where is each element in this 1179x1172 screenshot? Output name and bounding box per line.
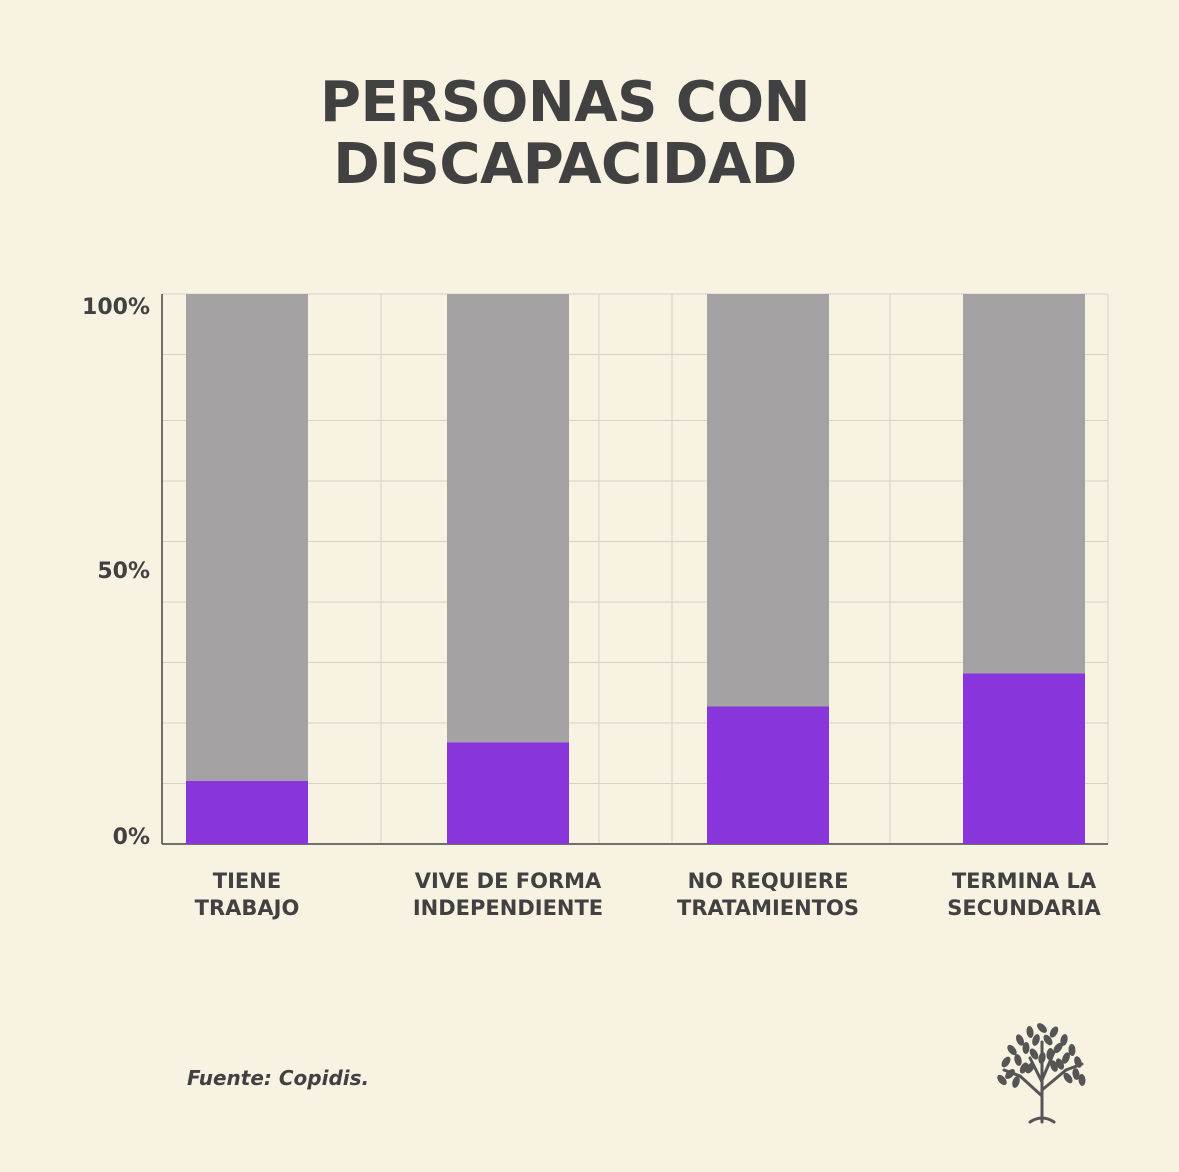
leaf-shape [1038, 1052, 1046, 1064]
bar-highlight-segment [186, 780, 308, 844]
x-tick-label: TIENE [213, 869, 281, 893]
source-note: Fuente: Copidis. [187, 1066, 370, 1090]
chart-title-line-1: PERSONAS CON [320, 70, 810, 135]
y-tick-label: 50% [97, 559, 150, 584]
leaf-shape [1053, 1042, 1063, 1054]
leaf-shape [1046, 1048, 1054, 1060]
bar-highlight-segment [963, 673, 1085, 844]
leaf-shape [1050, 1060, 1058, 1072]
bar-highlight-segment [707, 706, 829, 844]
leaf-shape [1005, 1069, 1015, 1079]
leaf-shape [997, 1074, 1007, 1086]
leaf-shape [1001, 1056, 1011, 1068]
leaf-shape [1007, 1044, 1017, 1056]
x-tick-label: TERMINA LA [952, 869, 1097, 893]
leaf-shape [1072, 1068, 1080, 1080]
tree-icon [990, 1018, 1094, 1129]
leaf-shape [1014, 1054, 1022, 1066]
bar-highlight-segment [447, 742, 569, 844]
bar-remainder-segment [963, 294, 1085, 674]
leaf-shape [1068, 1044, 1076, 1056]
y-tick-label: 0% [113, 825, 150, 850]
leaf-shape [1060, 1034, 1068, 1046]
bar-remainder-segment [707, 294, 829, 707]
chart-title: PERSONAS CON DISCAPACIDAD [0, 72, 1130, 196]
x-tick-label: TRATAMIENTOS [677, 896, 859, 920]
bar-remainder-segment [447, 294, 569, 743]
leaf-shape [1062, 1052, 1070, 1064]
x-tick-label: VIVE DE FORMA [415, 869, 602, 893]
leaf-shape [1055, 1058, 1065, 1070]
bar-remainder-segment [186, 294, 308, 781]
x-tick-label: INDEPENDIENTE [413, 896, 603, 920]
leaf-shape [1063, 1072, 1073, 1084]
leaf-shape [1037, 1023, 1047, 1033]
x-tick-label: SECUNDARIA [947, 896, 1101, 920]
bar-chart: 0% 50% 100% TIENE TRABAJO VIVE DE FORMA INDEPE… [82, 293, 1109, 920]
chart-title-line-2: DISCAPACIDAD [333, 132, 797, 197]
leaf-shape [1025, 1062, 1035, 1074]
leaf-shape [1032, 1034, 1040, 1046]
leaf-shape [1029, 1048, 1039, 1060]
y-tick-label: 100% [82, 295, 150, 320]
x-tick-label: NO REQUIERE [688, 869, 849, 893]
x-tick-label: TRABAJO [195, 896, 300, 920]
leaf-shape [1043, 1034, 1053, 1046]
leaf-shape [1012, 1076, 1020, 1088]
leaf-shape [1015, 1034, 1025, 1046]
leaf-shape [1078, 1074, 1086, 1086]
leaf-shape [1074, 1056, 1082, 1068]
leaf-shape [1022, 1042, 1030, 1054]
leaf-shape [1049, 1026, 1059, 1038]
leaf-shape [1026, 1026, 1034, 1038]
